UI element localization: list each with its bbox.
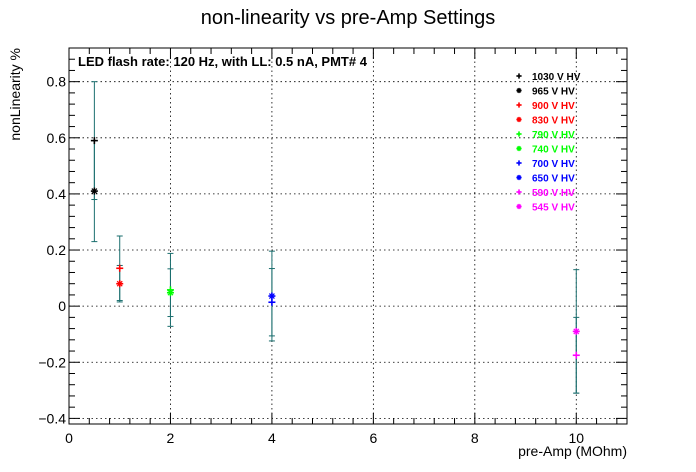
data-point: [572, 327, 580, 335]
data-point: [116, 280, 124, 288]
axis-ticks: [68, 47, 627, 424]
chart-title: non-linearity vs pre-Amp Settings: [201, 7, 496, 29]
legend-marker: [516, 189, 522, 195]
legend-entry: 900 V HV: [532, 101, 575, 112]
legend-entry: 740 V HV: [532, 145, 575, 156]
legend: 1030 V HV 965 V HV 900 V HV 830 V HV 790 V H…: [516, 72, 581, 214]
legend-marker: [516, 160, 522, 166]
x-tick-label: 6: [369, 430, 377, 446]
tick-labels: 0 2 4 6 8 10 −0.4 −0.2 0 0.2 0.4 0.6 0.8: [38, 74, 584, 446]
y-tick-label: 0.4: [47, 186, 67, 202]
x-tick-label: 2: [167, 430, 175, 446]
legend-marker: [516, 73, 522, 79]
chart-annotation: LED flash rate: 120 Hz, with LL: 0.5 nA,…: [78, 54, 368, 69]
y-tick-label: 0.2: [47, 242, 67, 258]
legend-marker: [516, 203, 522, 210]
legend-entry: 700 V HV: [532, 159, 575, 170]
data-point: [268, 292, 276, 300]
legend-marker: [516, 145, 522, 152]
y-tick-label: −0.2: [38, 354, 66, 370]
y-axis-label: nonLinearity %: [7, 48, 23, 141]
legend-entry: 590 V HV: [532, 188, 575, 199]
error-bars: [91, 81, 580, 394]
legend-marker: [516, 102, 522, 108]
x-tick-label: 10: [568, 430, 584, 446]
data-point: [90, 187, 98, 195]
grid-lines: [68, 48, 627, 424]
x-tick-label: 4: [268, 430, 276, 446]
plot-frame: [68, 47, 628, 425]
data-point: [268, 298, 276, 306]
data-point: [116, 264, 124, 272]
data-point: [572, 351, 580, 359]
legend-entry: 830 V HV: [532, 116, 575, 127]
y-tick-label: 0: [58, 298, 66, 314]
y-tick-label: 0.8: [47, 74, 67, 90]
legend-marker: [516, 116, 522, 123]
legend-marker: [516, 174, 522, 181]
data-points: [90, 137, 580, 359]
legend-entry: 965 V HV: [532, 87, 575, 98]
legend-marker: [516, 87, 522, 94]
x-tick-label: 0: [65, 430, 73, 446]
legend-entry: 545 V HV: [532, 203, 575, 214]
y-tick-label: 0.6: [47, 130, 67, 146]
data-point: [90, 137, 98, 145]
legend-entry: 790 V HV: [532, 130, 575, 141]
legend-entry: 650 V HV: [532, 174, 575, 185]
data-point: [166, 289, 174, 297]
x-axis-label: pre-Amp (MOhm): [518, 443, 627, 459]
legend-marker: [516, 131, 522, 137]
x-tick-label: 8: [471, 430, 479, 446]
y-tick-label: −0.4: [38, 410, 66, 426]
legend-entry: 1030 V HV: [532, 72, 581, 83]
